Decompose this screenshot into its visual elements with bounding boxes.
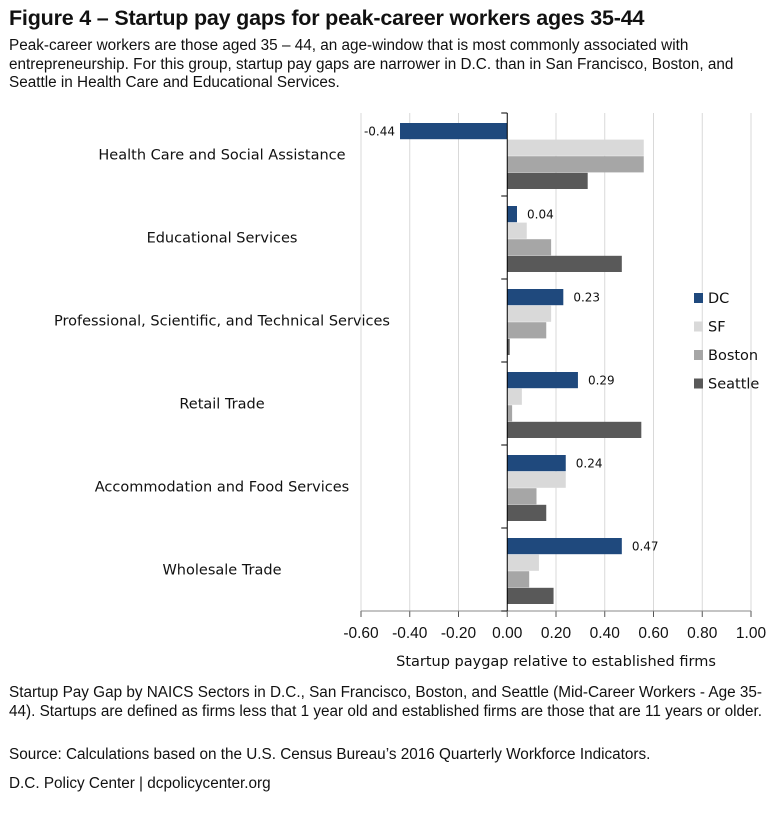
x-tick-label: 0.40 — [590, 625, 621, 642]
x-tick-label: 0.80 — [687, 625, 718, 642]
legend-label: Seattle — [708, 377, 759, 393]
legend-swatch-seattle — [694, 378, 703, 389]
bar-sf — [507, 305, 552, 322]
x-tick-label: 1.00 — [736, 625, 767, 642]
bar-boston — [507, 571, 530, 588]
credit-line: D.C. Policy Center | dcpolicycenter.org — [9, 775, 271, 792]
x-tick-label: 0.60 — [638, 625, 669, 642]
bar-seattle — [507, 338, 510, 355]
data-label: 0.04 — [527, 208, 554, 222]
x-axis-label: Startup paygap relative to established f… — [396, 654, 716, 670]
bar-dc — [507, 455, 566, 472]
bar-sf — [507, 139, 644, 156]
bar-boston — [507, 239, 552, 256]
bar-dc — [400, 123, 508, 140]
legend-swatch-boston — [694, 350, 703, 360]
legend-label: SF — [708, 320, 726, 336]
data-label: 0.29 — [588, 374, 615, 388]
bar-sf — [507, 222, 527, 239]
data-label: 0.47 — [632, 540, 659, 554]
figure-subtitle: Peak-career workers are those aged 35 – … — [9, 37, 734, 91]
data-label: 0.23 — [573, 291, 600, 305]
x-tick-label: 0.00 — [492, 625, 523, 642]
category-label: Retail Trade — [179, 397, 264, 413]
figure-title: Figure 4 – Startup pay gaps for peak-car… — [9, 6, 645, 30]
bar-sf — [507, 554, 539, 571]
bar-dc — [507, 372, 578, 389]
bar-seattle — [507, 172, 588, 189]
x-tick-label: -0.60 — [343, 625, 379, 642]
bar-boston — [507, 156, 644, 173]
legend-swatch-dc — [694, 293, 703, 303]
category-label: Health Care and Social Assistance — [98, 148, 345, 164]
legend-label: Boston — [708, 348, 758, 364]
bar-seattle — [507, 421, 642, 438]
chart-note: Startup Pay Gap by NAICS Sectors in D.C.… — [9, 684, 763, 720]
source-note: Source: Calculations based on the U.S. C… — [9, 746, 651, 763]
bar-boston — [507, 405, 513, 422]
x-tick-label: -0.20 — [441, 625, 477, 642]
bar-chart: -0.60 -0.40 -0.20 0.00 0.20 0.40 0.60 0.80 1.00 S… — [54, 112, 767, 670]
bar-boston — [507, 322, 547, 339]
bar-dc — [507, 538, 622, 555]
bar-boston — [507, 488, 537, 505]
x-tick-label: -0.40 — [392, 625, 428, 642]
bar-seattle — [507, 504, 547, 521]
category-label: Professional, Scientific, and Technical … — [54, 314, 390, 330]
legend-label: DC — [708, 291, 729, 307]
bar-dc — [507, 206, 517, 223]
category-label: Educational Services — [147, 231, 298, 247]
bar-dc — [507, 289, 564, 306]
category-label: Wholesale Trade — [162, 563, 281, 579]
legend-swatch-sf — [694, 321, 703, 332]
x-tick-label: 0.20 — [541, 625, 572, 642]
category-label: Accommodation and Food Services — [95, 480, 350, 496]
bar-sf — [507, 471, 566, 488]
data-label: 0.24 — [576, 457, 603, 471]
data-label: -0.44 — [364, 125, 395, 139]
bar-sf — [507, 388, 522, 405]
bar-seattle — [507, 255, 622, 272]
bar-seattle — [507, 587, 554, 604]
